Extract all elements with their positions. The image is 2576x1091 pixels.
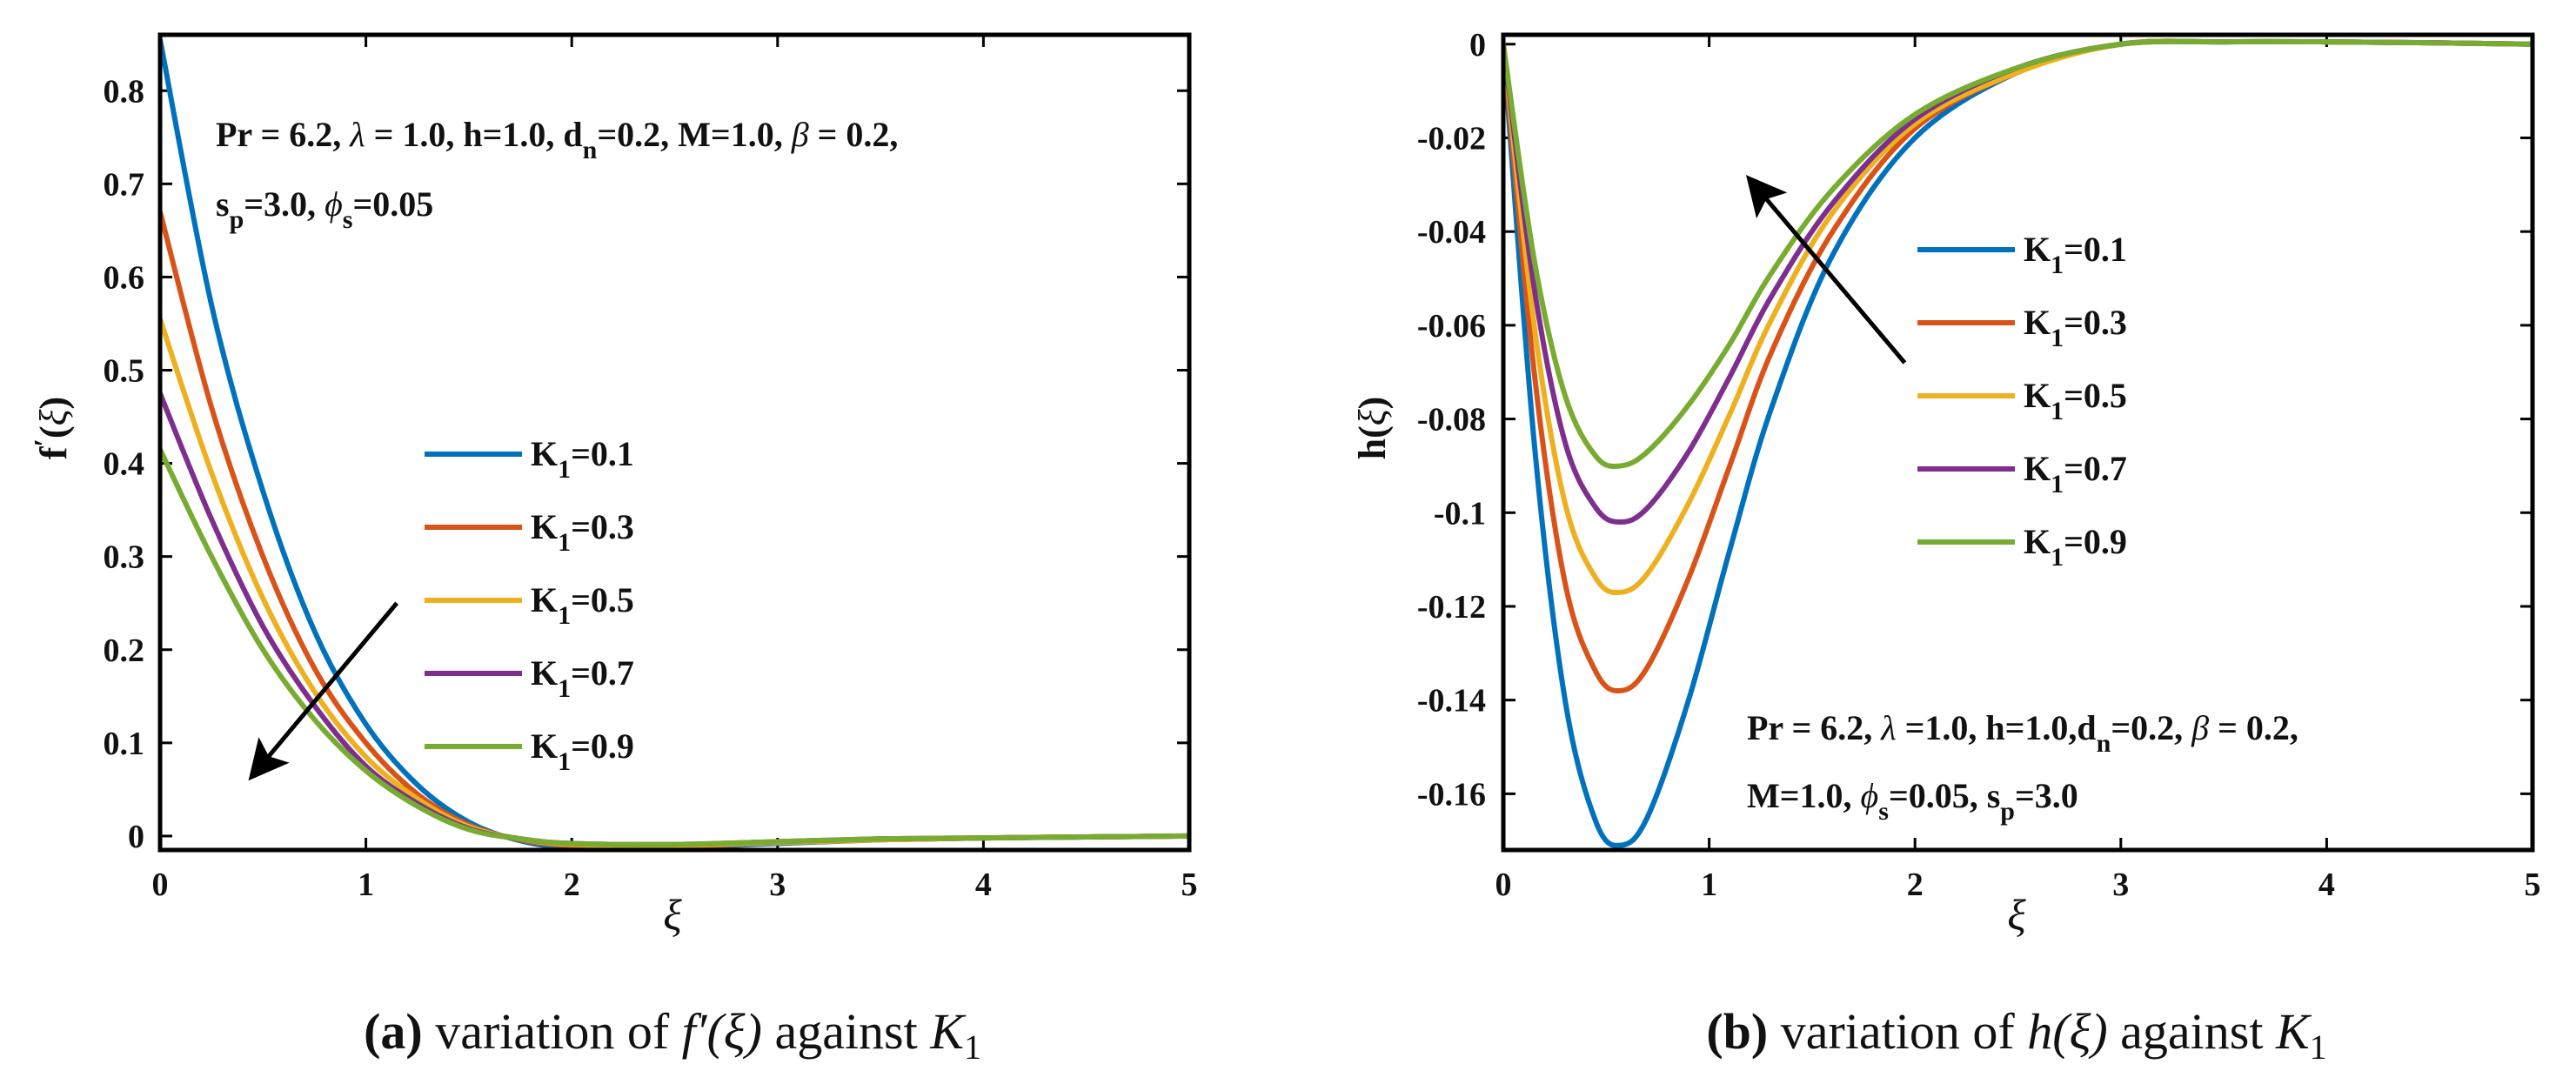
panel-b-series-line-2 [1503, 38, 2533, 694]
panel-a-ytick-label: 0.5 [104, 353, 145, 390]
panel-a-legend-label: K1=0.5 [531, 580, 634, 630]
panel-b-xtick-label: 3 [2112, 867, 2129, 903]
panel-b-caption: (b) variation of h(ξ) against K1 [1706, 1003, 2326, 1067]
panel-b-series-line-4 [1503, 38, 2533, 525]
panel-b-annotation-line1: Pr = 6.2, λ =1.0, h=1.0,dn=0.2, β = 0.2, [1747, 708, 2298, 758]
panel-a-ytick-label: 0.8 [104, 73, 145, 110]
panel-a-series-line-1 [160, 38, 1189, 850]
panel-a-ytick-label: 0.7 [104, 166, 145, 203]
panel-a-ytick-label: 0.6 [104, 259, 145, 296]
panel-a-ytick-label: 0.1 [104, 726, 145, 762]
panel-b-ylabel: h(ξ) [1351, 397, 1394, 460]
panel-b-ytick-label: -0.12 [1417, 589, 1486, 626]
panel-b-legend-label: K1=0.3 [2024, 303, 2127, 352]
panel-a-series-lines [160, 38, 1189, 850]
panel-a-legend-label: K1=0.7 [531, 653, 634, 703]
panel-a-ytick-label: 0.3 [104, 539, 145, 576]
panel-b-legend-label: K1=0.1 [2024, 230, 2127, 279]
panel-b-legend-label: K1=0.7 [2024, 449, 2127, 499]
panel-a-ytick-label: 0.4 [104, 446, 145, 483]
panel-b-series-lines [1503, 38, 2533, 848]
panel-b-xtick-label: 5 [2525, 867, 2541, 903]
panel-a-ytick-label: 0 [128, 819, 144, 855]
panel-b-ytick-label: -0.02 [1417, 120, 1486, 157]
panel-a-legend-label: K1=0.9 [531, 726, 634, 776]
panel-b-xtick-label: 1 [1701, 867, 1717, 903]
panel-b-ytick-label: -0.08 [1417, 402, 1486, 438]
panel-a-caption: (a) variation of f′(ξ) against K1 [364, 1003, 981, 1067]
panel-a-xtick-label: 2 [564, 867, 580, 903]
panel-a-xtick-label: 5 [1181, 867, 1198, 903]
panel-a-series-line-4 [160, 392, 1189, 847]
panel-a-trend-arrow [248, 601, 399, 781]
panel-b-series-line-5 [1503, 38, 2533, 470]
panel-b-series-line-3 [1503, 38, 2533, 596]
panel-b-ytick-label: -0.14 [1417, 683, 1486, 720]
panel-a-ytick-label: 0.2 [104, 633, 145, 669]
panel-b-ytick-label: -0.06 [1417, 308, 1486, 345]
panel-a-axes-box [157, 32, 1192, 853]
panel-a-xtick-label: 3 [769, 867, 786, 903]
panel-b-ytick-label: -0.04 [1417, 214, 1486, 251]
panel-a-annotation-line2: sp=3.0, ϕs=0.05 [216, 184, 433, 234]
panel-b-trend-arrow [1745, 175, 1907, 365]
panel-b-ytick-label: -0.16 [1417, 776, 1486, 813]
panel-b-xtick-label: 4 [2318, 867, 2335, 903]
panel-a-xtick-label: 1 [358, 867, 374, 903]
panel-a-series-line-5 [160, 448, 1189, 847]
panel-a-series-line-2 [160, 211, 1189, 849]
panel-b-axes-box [1501, 32, 2535, 853]
panel-b-x-ticks: 0 1 2 3 4 5 [1495, 35, 2541, 903]
panel-b-y-ticks: 0 -0.02 -0.04 -0.06 -0.08 -0.1 -0.12 -0.14 -0.16 [1417, 27, 2533, 813]
panel-b-legend-label: K1=0.5 [2024, 376, 2127, 425]
panel-a-x-ticks: 0 1 2 3 4 5 [152, 35, 1198, 903]
panel-a-xlabel: ξ [663, 890, 682, 939]
panel-b-legend: K1=0.1 K1=0.3 K1=0.5 K1=0.7 K1=0.9 [1917, 230, 2127, 572]
panel-b-xtick-label: 0 [1495, 867, 1512, 903]
panel-b-arrow-line [1745, 175, 1907, 365]
panel-a-legend: K1=0.1 K1=0.3 K1=0.5 K1=0.7 K1=0.9 [425, 434, 634, 776]
panel-a-legend-label: K1=0.3 [531, 507, 634, 557]
panel-b: h(ξ) 0 -0.02 -0.04 -0.06 -0.08 -0.1 -0.12 -0.14… [1351, 27, 2541, 1067]
panel-a-series-line-3 [160, 318, 1189, 848]
panel-a-annotation-line1: Pr = 6.2, λ = 1.0, h=1.0, dn=0.2, M=1.0,… [216, 115, 898, 164]
panel-a-xtick-label: 0 [152, 867, 169, 903]
panel-b-ytick-label: -0.1 [1434, 495, 1486, 532]
panel-b-xlabel: ξ [2007, 890, 2026, 939]
panel-a-arrow-line [248, 601, 399, 781]
panel-b-legend-label: K1=0.9 [2024, 522, 2127, 572]
panel-b-ytick-label: 0 [1469, 27, 1486, 64]
panel-a-y-ticks: 0 0.1 0.2 0.3 0.4 0.5 0.6 0.7 0.8 [104, 73, 1189, 855]
panel-b-xtick-label: 2 [1907, 867, 1924, 903]
panel-a-ylabel: f′(ξ) [29, 397, 75, 459]
panel-b-annotation-line2: M=1.0, ϕs=0.05, sp=3.0 [1747, 776, 2078, 826]
panel-a-legend-label: K1=0.1 [531, 434, 634, 484]
panel-a: f′(ξ) 0 0.1 0.2 0.3 0.4 0.5 0.6 0.7 0.8 0 1 2 3 4 5 ξ… [29, 32, 1198, 1067]
panel-a-xtick-label: 4 [975, 867, 992, 903]
